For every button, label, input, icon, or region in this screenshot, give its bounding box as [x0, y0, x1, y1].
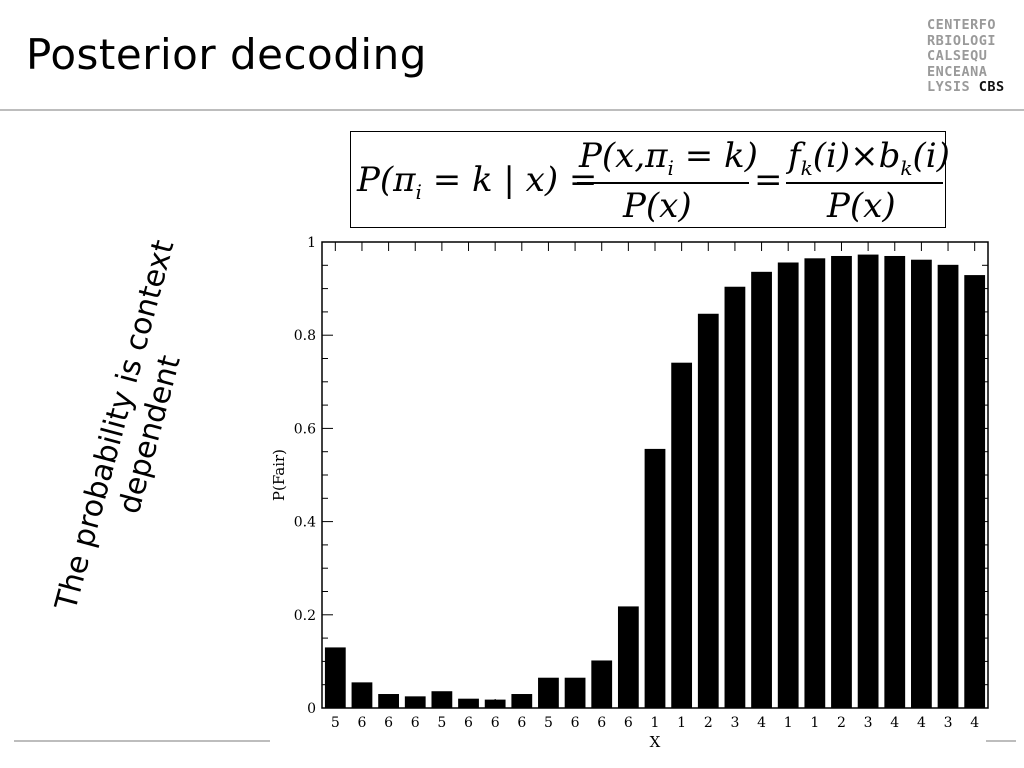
logo-line-5-text: LYSIS [927, 79, 979, 95]
y-tick-label: 0.4 [294, 515, 316, 531]
bar-11 [591, 660, 613, 708]
x-tick-label: 4 [890, 715, 899, 731]
formula-lhs: P(πi = k | x) = [357, 160, 598, 204]
bar-21 [857, 254, 879, 708]
bar-17 [751, 271, 772, 708]
y-axis-title: P(Fair) [270, 449, 288, 501]
bar-16 [724, 286, 746, 708]
y-tick-label: 0 [307, 701, 316, 717]
x-tick-label: 6 [571, 715, 580, 731]
x-tick-label: 1 [810, 715, 819, 731]
slide-title: Posterior decoding [26, 30, 427, 79]
x-tick-label: 6 [624, 715, 633, 731]
x-tick-label: 5 [544, 715, 553, 731]
y-tick-label: 0.6 [294, 421, 316, 437]
title-divider [0, 109, 1024, 111]
x-tick-label: 4 [970, 715, 979, 731]
logo-line-5: LYSIS CBS [927, 79, 1005, 96]
x-tick-label: 6 [597, 715, 606, 731]
x-tick-label: 6 [464, 715, 473, 731]
bar-20 [831, 255, 852, 709]
bar-14 [671, 362, 693, 708]
x-tick-label: 3 [864, 715, 873, 731]
bar-10 [564, 677, 586, 708]
x-tick-label: 6 [357, 715, 366, 731]
y-tick-label: 0.8 [294, 328, 316, 344]
y-tick-label: 1 [307, 235, 316, 251]
formula-equals: = [754, 160, 783, 200]
x-tick-label: 6 [384, 715, 393, 731]
bar-2 [351, 682, 373, 708]
x-tick-label: 5 [331, 715, 340, 731]
x-tick-label: 5 [437, 715, 446, 731]
x-axis-title: X [650, 733, 661, 751]
formula-frac2-denominator: P(x) [827, 186, 896, 226]
logo-line-4: ENCEANA [927, 63, 988, 80]
x-tick-label: 3 [730, 715, 739, 731]
logo-line-3: CALSEQU [927, 48, 988, 64]
x-tick-label: 2 [704, 715, 713, 731]
bar-24 [937, 264, 959, 708]
bar-13 [644, 448, 666, 708]
axes-group: 5 6 6 6 5 6 6 6 5 6 6 6 1 1 2 3 4 1 1 2 3 4 4 3 400.20.40.60.81X… [270, 235, 989, 751]
bar-9 [538, 677, 559, 708]
y-tick-label: 0.2 [294, 608, 316, 624]
x-tick-label: 1 [677, 715, 686, 731]
bar-22 [884, 255, 906, 709]
formula-frac1-numerator: P(x,πi = k) [579, 136, 758, 180]
x-tick-label: 1 [651, 715, 660, 731]
formula-frac2-bar [786, 182, 943, 184]
x-tick-label: 4 [757, 715, 766, 731]
formula-frac1-bar [577, 182, 749, 184]
bar-25 [964, 275, 986, 708]
footer-divider-right [986, 740, 1016, 742]
bar-18 [777, 262, 799, 708]
x-tick-label: 4 [917, 715, 926, 731]
x-tick-label: 3 [944, 715, 953, 731]
bars-group [324, 254, 986, 709]
cbs-logo: CENTERFO RBIOLOGI CALSEQU ENCEANA LYSIS … [927, 17, 1005, 96]
bar-19 [804, 258, 826, 708]
logo-cbs-highlight: CBS [978, 79, 1005, 95]
bar-15 [697, 313, 719, 708]
x-tick-label: 6 [491, 715, 500, 731]
formula-frac2-numerator: fk(i)×bk(i) [788, 136, 950, 180]
logo-line-2: RBIOLOGI [927, 32, 997, 49]
formula-frac1-denominator: P(x) [623, 186, 692, 226]
x-tick-label: 6 [411, 715, 420, 731]
x-tick-label: 2 [837, 715, 846, 731]
bar-12 [617, 606, 639, 708]
logo-line-1: CENTERFO [927, 17, 997, 33]
bar-23 [911, 259, 932, 708]
posterior-formula: P(πi = k | x) = P(x,πi = k) P(x) = fk(i)… [350, 131, 950, 228]
footer-divider-left [14, 740, 270, 742]
x-tick-label: 1 [784, 715, 793, 731]
x-tick-label: 6 [517, 715, 526, 731]
bar-1 [324, 647, 346, 708]
